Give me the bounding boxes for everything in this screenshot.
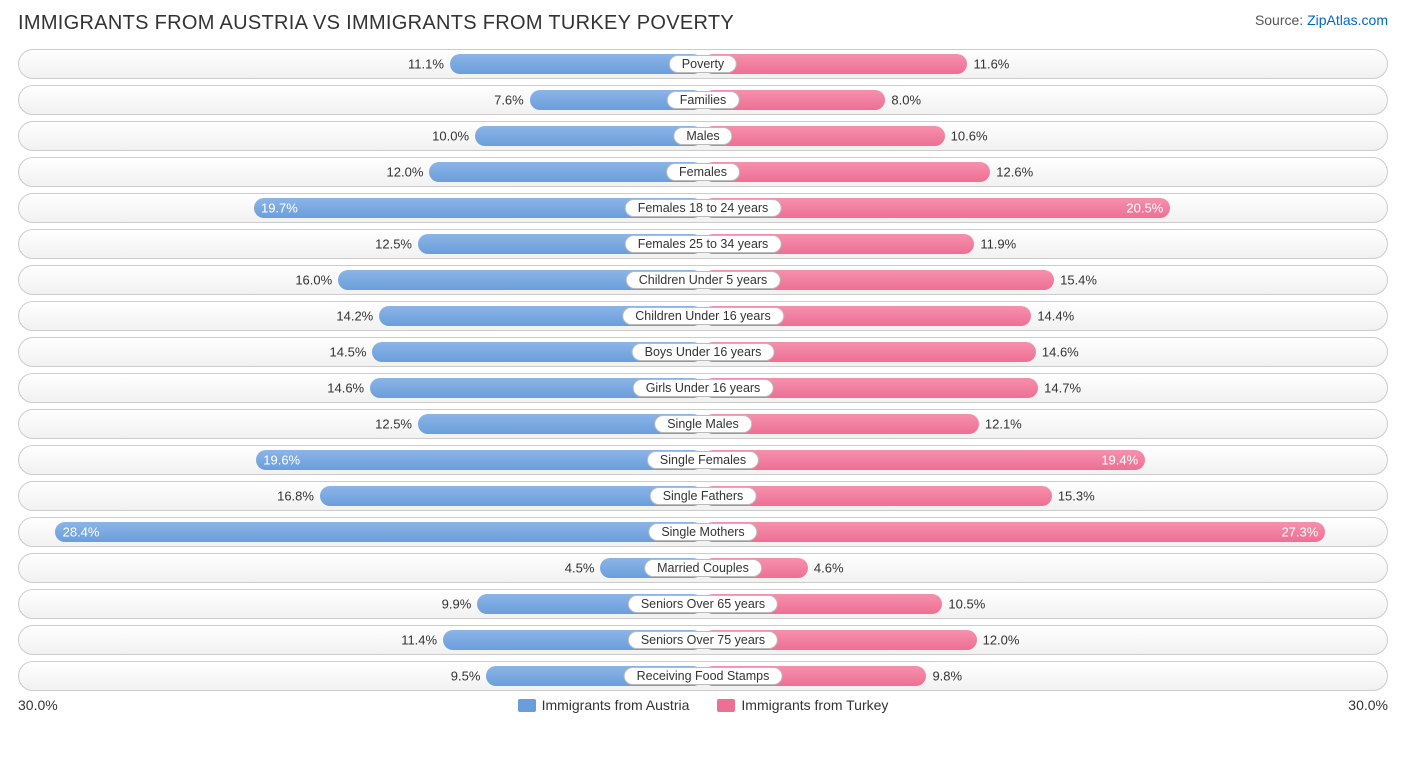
value-left: 11.1%: [408, 57, 444, 72]
bar-left: [256, 450, 703, 470]
value-left: 12.5%: [375, 417, 412, 432]
value-left: 10.0%: [432, 129, 469, 144]
legend-label-left: Immigrants from Austria: [542, 697, 690, 713]
value-right: 15.3%: [1058, 489, 1095, 504]
value-right: 10.6%: [951, 129, 988, 144]
value-left: 11.4%: [401, 633, 437, 648]
legend-swatch-right: [717, 699, 735, 712]
chart-row: 9.9% 10.5% Seniors Over 65 years: [18, 589, 1388, 619]
bar-left: [320, 486, 703, 506]
category-label: Females: [666, 163, 740, 181]
chart-legend: Immigrants from Austria Immigrants from …: [518, 697, 889, 713]
axis-max-right: 30.0%: [1348, 697, 1388, 713]
value-right: 4.6%: [814, 561, 844, 576]
value-left: 4.5%: [565, 561, 595, 576]
value-right: 19.4%: [1101, 453, 1138, 468]
value-left: 19.7%: [261, 201, 298, 216]
value-left: 9.5%: [451, 669, 481, 684]
category-label: Females 18 to 24 years: [625, 199, 782, 217]
value-left: 7.6%: [494, 93, 524, 108]
chart-footer: 30.0% Immigrants from Austria Immigrants…: [18, 697, 1388, 713]
bar-left: [450, 54, 703, 74]
chart-row: 11.4% 12.0% Seniors Over 75 years: [18, 625, 1388, 655]
value-left: 14.2%: [336, 309, 373, 324]
value-left: 14.5%: [330, 345, 367, 360]
category-label: Seniors Over 65 years: [628, 595, 778, 613]
category-label: Single Males: [654, 415, 752, 433]
category-label: Single Mothers: [648, 523, 757, 541]
value-right: 8.0%: [891, 93, 921, 108]
value-right: 11.9%: [980, 237, 1016, 252]
diverging-bar-chart: 11.1%11.6%Poverty7.6%8.0%Families10.0%10…: [18, 49, 1388, 691]
value-left: 28.4%: [63, 525, 100, 540]
value-right: 15.4%: [1060, 273, 1097, 288]
value-left: 12.5%: [375, 237, 412, 252]
value-right: 12.6%: [996, 165, 1033, 180]
chart-row: 14.5% 14.6% Boys Under 16 years: [18, 337, 1388, 367]
value-right: 12.0%: [983, 633, 1020, 648]
bar-right: [703, 126, 945, 146]
bar-left: [55, 522, 703, 542]
chart-row: 12.0% 12.6% Females: [18, 157, 1388, 187]
legend-swatch-left: [518, 699, 536, 712]
bar-right: [703, 522, 1325, 542]
chart-header: IMMIGRANTS FROM AUSTRIA VS IMMIGRANTS FR…: [18, 12, 1388, 35]
chart-row: 11.1% 11.6% Poverty: [18, 49, 1388, 79]
value-left: 14.6%: [327, 381, 364, 396]
category-label: Females 25 to 34 years: [625, 235, 782, 253]
chart-row: 28.4% 27.3% Single Mothers: [18, 517, 1388, 547]
axis-max-left: 30.0%: [18, 697, 58, 713]
legend-item-left: Immigrants from Austria: [518, 697, 690, 713]
value-right: 11.6%: [973, 57, 1009, 72]
bar-left: [475, 126, 703, 146]
value-right: 20.5%: [1126, 201, 1163, 216]
chart-row: 14.2% 14.4% Children Under 16 years: [18, 301, 1388, 331]
chart-row: 16.8% 15.3% Single Fathers: [18, 481, 1388, 511]
category-label: Receiving Food Stamps: [624, 667, 783, 685]
category-label: Boys Under 16 years: [632, 343, 775, 361]
value-left: 19.6%: [263, 453, 300, 468]
category-label: Poverty: [669, 55, 737, 73]
bar-right: [703, 450, 1145, 470]
chart-row: 19.7% 20.5% Females 18 to 24 years: [18, 193, 1388, 223]
chart-row: 16.0% 15.4% Children Under 5 years: [18, 265, 1388, 295]
bar-left: [429, 162, 703, 182]
value-left: 12.0%: [387, 165, 424, 180]
source-prefix: Source:: [1255, 12, 1307, 28]
category-label: Girls Under 16 years: [633, 379, 774, 397]
chart-row: 4.5% 4.6% Married Couples: [18, 553, 1388, 583]
value-right: 14.7%: [1044, 381, 1081, 396]
category-label: Children Under 5 years: [626, 271, 781, 289]
value-left: 16.8%: [277, 489, 314, 504]
bar-right: [703, 54, 967, 74]
chart-row: 10.0% 10.6% Males: [18, 121, 1388, 151]
category-label: Single Fathers: [650, 487, 757, 505]
value-right: 27.3%: [1281, 525, 1318, 540]
category-label: Families: [667, 91, 740, 109]
source-link[interactable]: ZipAtlas.com: [1307, 12, 1388, 28]
category-label: Married Couples: [644, 559, 762, 577]
chart-row: 12.5% 12.1% Single Males: [18, 409, 1388, 439]
value-left: 9.9%: [442, 597, 472, 612]
value-right: 12.1%: [985, 417, 1022, 432]
chart-row: 12.5% 11.9% Females 25 to 34 years: [18, 229, 1388, 259]
value-right: 10.5%: [948, 597, 985, 612]
legend-item-right: Immigrants from Turkey: [717, 697, 888, 713]
chart-row: 14.6% 14.7% Girls Under 16 years: [18, 373, 1388, 403]
category-label: Children Under 16 years: [622, 307, 784, 325]
category-label: Males: [673, 127, 732, 145]
bar-right: [703, 162, 990, 182]
chart-row: 19.6% 19.4% Single Females: [18, 445, 1388, 475]
category-label: Seniors Over 75 years: [628, 631, 778, 649]
value-right: 14.4%: [1037, 309, 1074, 324]
value-right: 9.8%: [932, 669, 962, 684]
value-left: 16.0%: [295, 273, 332, 288]
chart-title: IMMIGRANTS FROM AUSTRIA VS IMMIGRANTS FR…: [18, 12, 734, 35]
category-label: Single Females: [647, 451, 759, 469]
chart-source: Source: ZipAtlas.com: [1255, 12, 1388, 28]
chart-row: 9.5% 9.8% Receiving Food Stamps: [18, 661, 1388, 691]
legend-label-right: Immigrants from Turkey: [741, 697, 888, 713]
value-right: 14.6%: [1042, 345, 1079, 360]
chart-row: 7.6% 8.0% Families: [18, 85, 1388, 115]
